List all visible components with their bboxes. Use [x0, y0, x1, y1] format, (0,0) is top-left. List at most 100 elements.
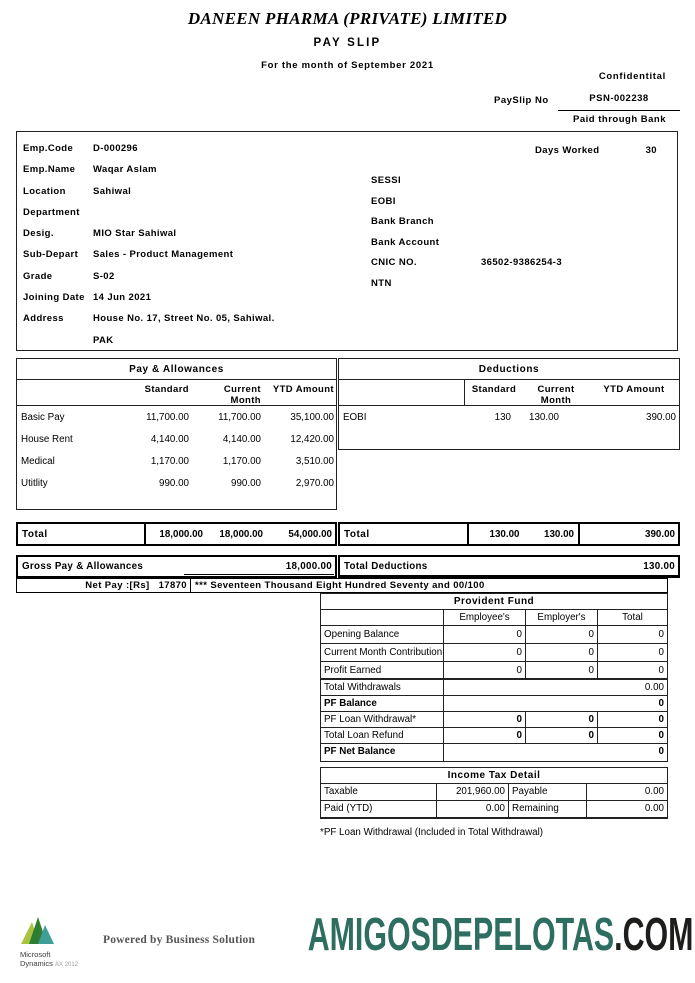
total-standard: 18,000.00: [159, 528, 203, 540]
pay-allowances-table: Pay & Allowances Standard Current Month …: [16, 358, 337, 510]
logo-line2: Dynamics AX 2012: [20, 959, 98, 969]
total-ytd: 54,000.00: [288, 528, 332, 540]
row-label: Basic Pay: [21, 411, 65, 423]
logo-line1: Microsoft: [20, 950, 51, 959]
pay-allowances-header: Standard Current Month YTD Amount: [17, 380, 336, 406]
field-value: D-000296: [93, 143, 138, 154]
pf-footnote: *PF Loan Withdrawal (Included in Total W…: [320, 827, 544, 838]
cell-employee: 0: [443, 644, 525, 661]
payslip-no-label: PaySlip No: [494, 95, 549, 106]
cell-employer: 0: [525, 712, 597, 727]
field-label: Grade: [23, 270, 53, 282]
days-worked-value: 30: [645, 145, 657, 156]
income-tax-title: Income Tax Detail: [321, 768, 667, 784]
microsoft-dynamics-logo: Microsoft Dynamics AX 2012: [20, 916, 98, 969]
deductions-header: Standard Current Month YTD Amount: [339, 380, 679, 406]
field-value: Waqar Aslam: [93, 164, 157, 176]
col-header-current-month: Current Month: [537, 384, 575, 406]
cell-employer: 0: [525, 662, 597, 679]
deductions-total-amounts: 130.00 130.00: [467, 522, 580, 546]
field-row: Department: [23, 207, 353, 228]
site-watermark: AMIGOSDEPELOTAS.COM: [307, 907, 693, 961]
field-row: CNIC NO. 36502-9386254-3: [371, 257, 671, 278]
field-label: Emp.Code: [23, 143, 74, 154]
table-row: Medical 1,170.00 1,170.00 3,510.00: [17, 450, 336, 472]
row-label: House Rent: [21, 433, 73, 445]
field-label: CNIC NO.: [371, 257, 417, 269]
cell-standard: 1,170.00: [150, 455, 189, 467]
provident-fund-table: Provident Fund Employee's Employer's Tot…: [320, 593, 668, 762]
cell-value: 0.00: [586, 801, 667, 817]
cell-total: 0: [597, 626, 667, 643]
field-value: House No. 17, Street No. 05, Sahiwal.: [93, 313, 275, 325]
cell-ytd: 35,100.00: [290, 411, 334, 423]
pay-total-amounts: 18,000.00 18,000.00 54,000.00: [144, 522, 337, 546]
field-row: NTN: [371, 278, 671, 299]
cell-employer: 0: [525, 728, 597, 743]
field-label: Emp.Name: [23, 164, 76, 176]
field-label: Joining Date: [23, 292, 85, 304]
field-value: MIO Star Sahiwal: [93, 228, 177, 240]
payslip-no-value: PSN-002238: [558, 93, 680, 111]
table-row: Total Loan Refund 0 0 0: [321, 728, 667, 744]
row-label: PF Loan Withdrawal*: [324, 714, 417, 725]
total-label: Total: [344, 528, 370, 540]
col-header-ytd: YTD Amount: [603, 384, 665, 395]
provident-fund-title: Provident Fund: [321, 594, 667, 610]
site-tld: .COM: [613, 908, 693, 960]
days-worked-row: Days Worked 30: [535, 145, 657, 156]
field-label: [23, 335, 93, 356]
field-value: Sales - Product Management: [93, 249, 234, 261]
employee-info-box: Emp.Code D-000296 Emp.Name Waqar Aslam Loc…: [16, 131, 678, 351]
net-pay-amount: 17870: [158, 580, 187, 591]
field-label: Department: [23, 206, 80, 218]
document-title: PAY SLIP: [313, 37, 382, 49]
field-value: 14 Jun 2021: [93, 292, 152, 304]
logo-text: Microsoft Dynamics AX 2012: [20, 950, 98, 969]
field-label: Sub-Depart: [23, 249, 79, 261]
row-label: PF Balance: [324, 698, 377, 709]
gross-pay-label: Gross Pay & Allowances: [22, 561, 144, 572]
row-label: EOBI: [343, 412, 367, 423]
row-label: Current Month Contribution: [324, 647, 443, 658]
cell-standard: 990.00: [159, 477, 189, 489]
cell-value: 201,960.00: [436, 784, 508, 800]
row-label: Total Loan Refund: [324, 730, 404, 741]
field-row: Bank Branch: [371, 216, 671, 237]
cell-total: 0: [597, 728, 667, 743]
field-value: PAK: [93, 334, 114, 346]
field-label: Bank Branch: [371, 216, 435, 228]
powered-by-text: Powered by Business Solution: [103, 934, 256, 946]
field-row: Emp.Code D-000296: [23, 143, 353, 164]
table-row: Paid (YTD) 0.00 Remaining 0.00: [321, 801, 667, 818]
cell-total: 0: [597, 644, 667, 661]
field-value: Sahiwal: [93, 185, 132, 197]
row-label: Total Withdrawals: [324, 682, 401, 693]
header-spacer: [17, 380, 113, 406]
col-header-employee: Employee's: [443, 610, 525, 626]
field-label: Location: [23, 185, 66, 197]
dynamics-mountains-icon: [21, 917, 54, 944]
table-row: PF Loan Withdrawal* 0 0 0: [321, 712, 667, 728]
header-spacer: [321, 610, 443, 626]
table-row: EOBI 130 130.00 390.00: [339, 406, 679, 426]
field-row: Grade S-02: [23, 271, 353, 292]
total-current: 130.00: [544, 528, 574, 540]
row-label: Paid (YTD): [324, 803, 373, 814]
field-row: PAK: [23, 335, 353, 356]
total-deductions-label: Total Deductions: [344, 560, 428, 572]
gross-pay-row: Gross Pay & Allowances 18,000.00: [16, 555, 337, 578]
field-label: Desig.: [23, 228, 54, 240]
total-current: 18,000.00: [219, 528, 263, 540]
cell-current: 4,140.00: [222, 433, 261, 445]
cell-total: 0.00: [443, 680, 667, 695]
cell-employee: 0: [443, 712, 525, 727]
cell-ytd: 3,510.00: [295, 455, 334, 467]
table-row: Taxable 201,960.00 Payable 0.00: [321, 784, 667, 801]
row-label: Payable: [508, 784, 586, 800]
net-pay-in-words: *** Seventeen Thousand Eight Hundred Sev…: [195, 580, 485, 591]
field-row: EOBI: [371, 196, 671, 217]
company-name: DANEEN PHARMA (PRIVATE) LIMITED: [187, 9, 508, 28]
row-label: Taxable: [324, 786, 358, 797]
field-value: S-02: [93, 270, 115, 282]
